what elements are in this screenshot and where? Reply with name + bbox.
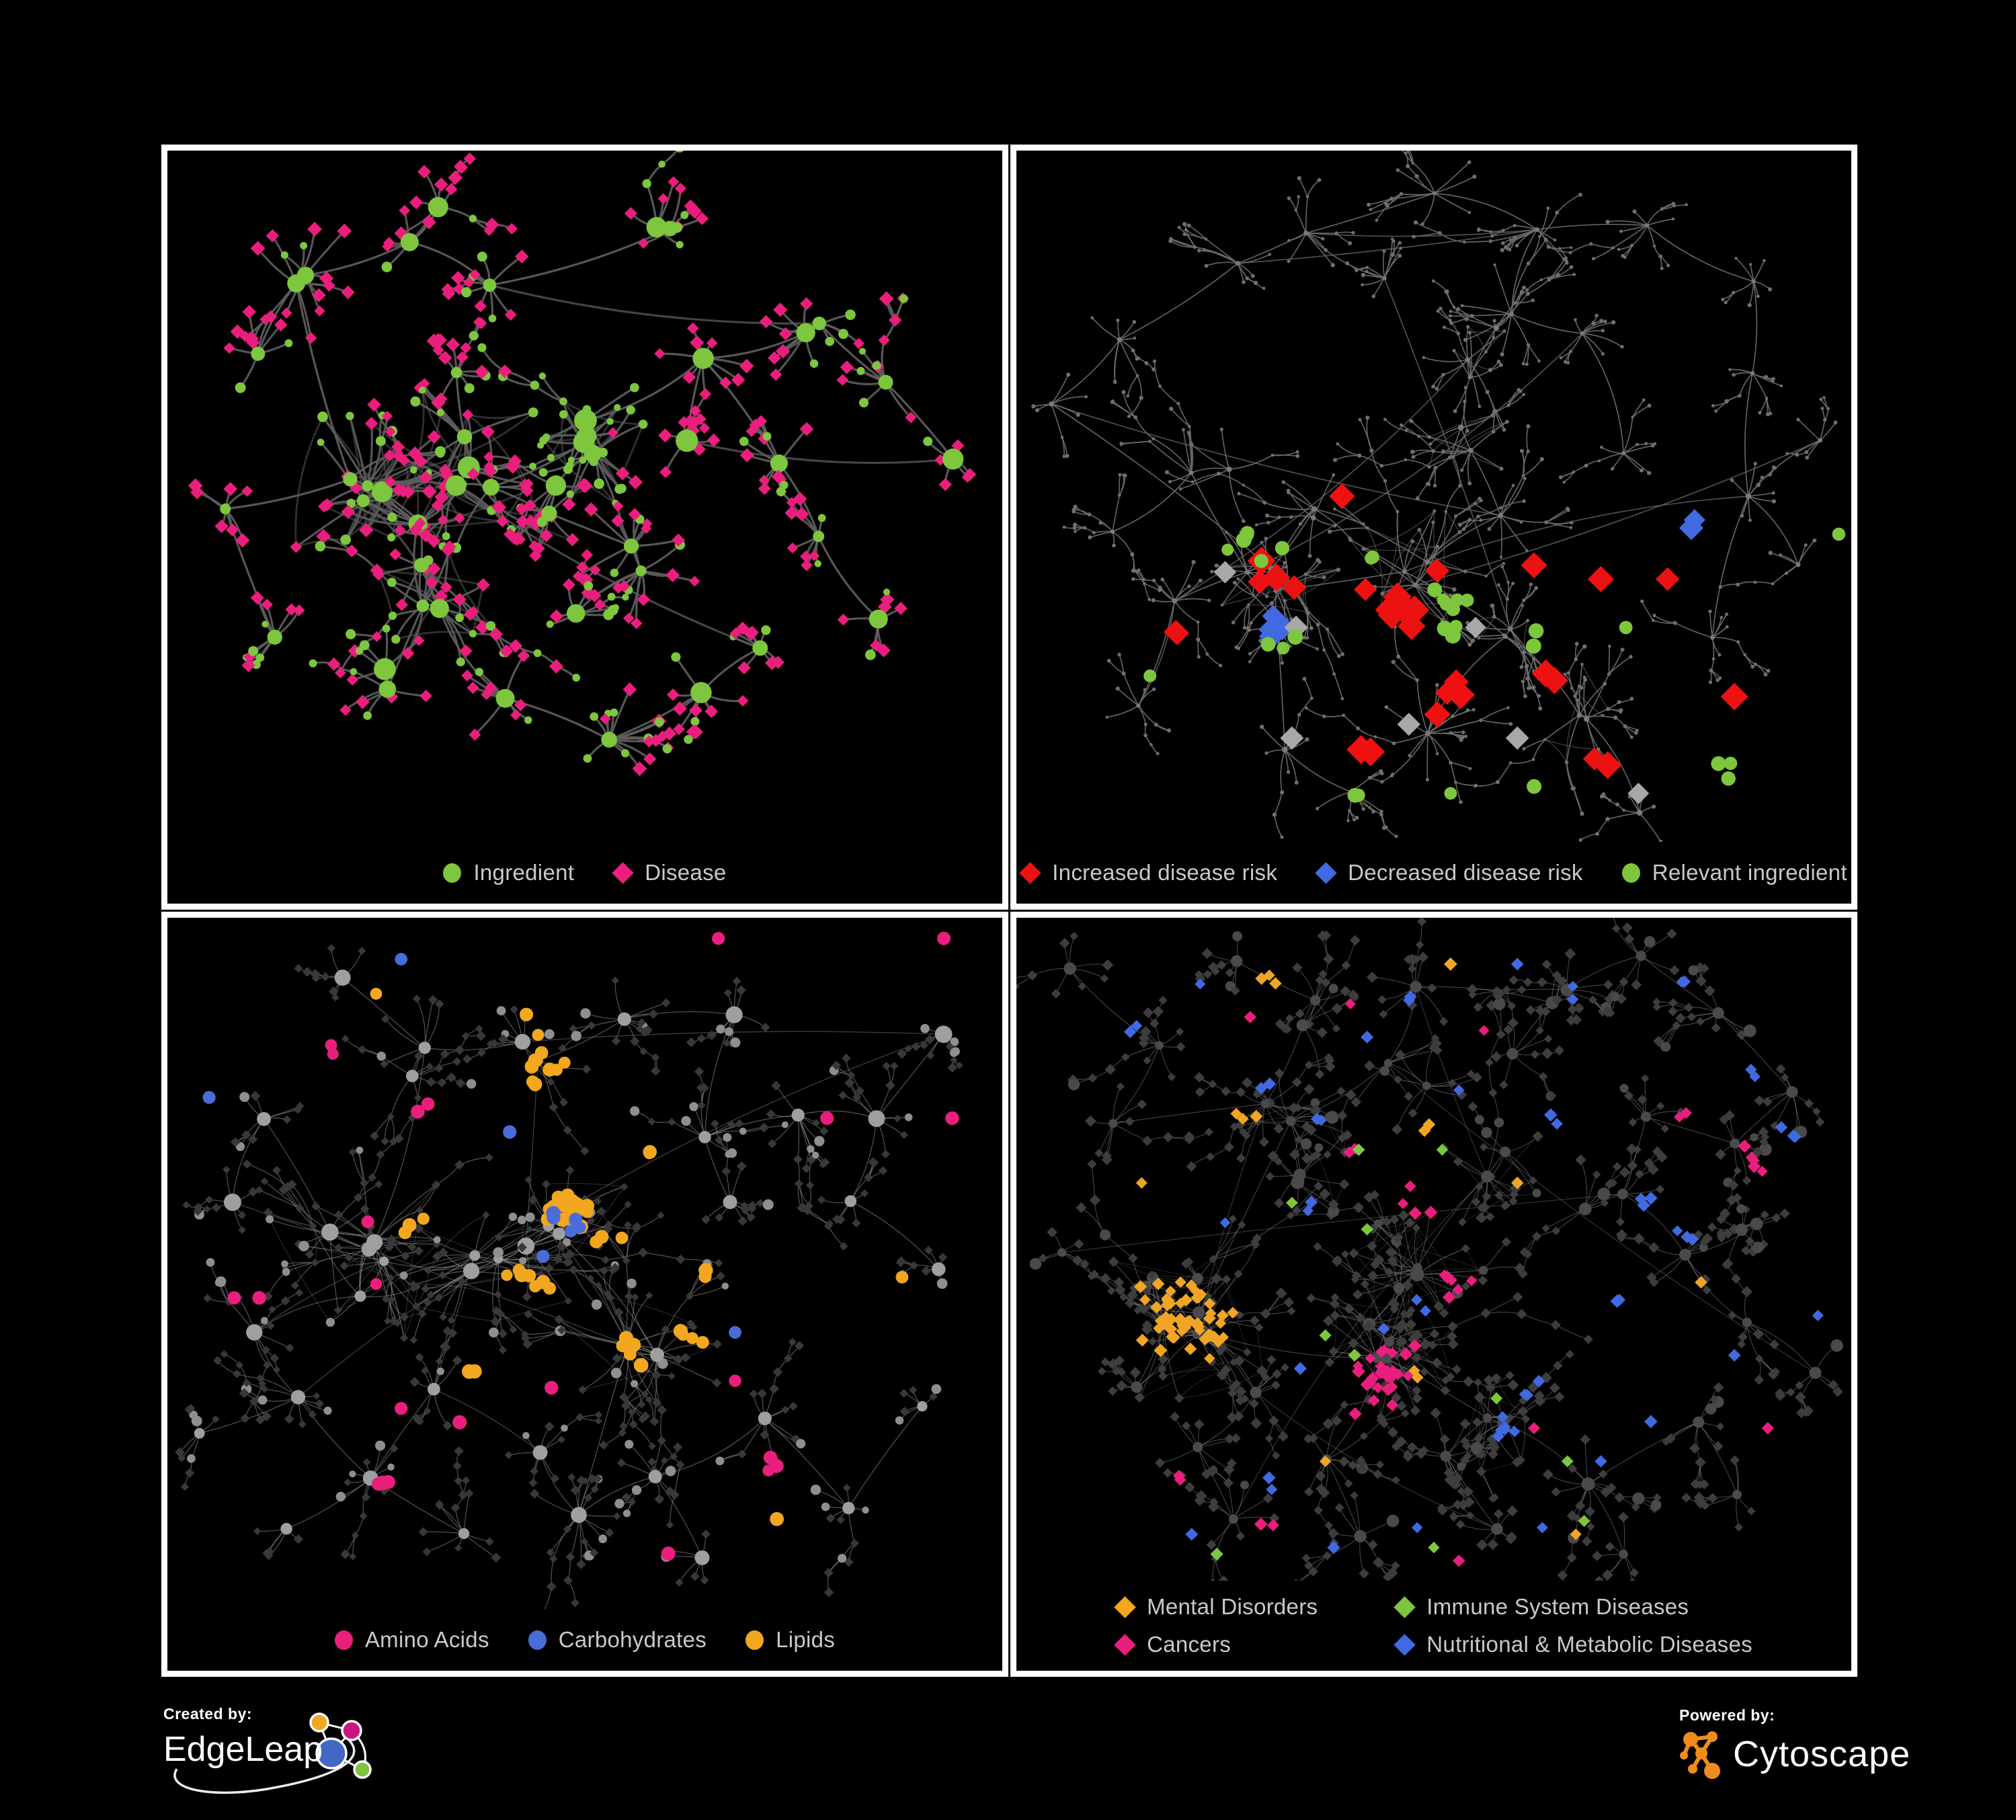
legend-item: Lipids [745,1627,835,1653]
legend-item: Carbohydrates [528,1627,707,1653]
legend-marker-diamond [612,861,634,884]
edgeleap-node-blue [315,1737,348,1770]
cytoscape-logo: Powered by: Cytoscape [1679,1706,1975,1801]
legend-item: Cancers [1114,1632,1318,1657]
legend-item: Decreased disease risk [1315,860,1583,885]
legend-marker-diamond [1394,1633,1416,1656]
legend-label: Cancers [1147,1632,1232,1657]
legend-item: Disease [612,860,727,885]
edgeleap-node-green [353,1760,372,1779]
legend-item: Ingredient [443,860,574,885]
network-ingredient-disease [188,151,977,777]
legend-marker-diamond [1114,1595,1136,1618]
edgeleap-node-orange [309,1712,329,1733]
legend-label: Disease [645,860,727,885]
legend-ingredient-disease: Ingredient Disease [167,842,1002,904]
legend-marker-diamond [1114,1633,1136,1656]
legend-label: Mental Disorders [1147,1594,1318,1619]
legend-marker-diamond [1394,1595,1416,1618]
panel-disease-risk: Increased disease risk Decreased disease … [1010,145,1857,910]
legend-label: Relevant ingredient [1652,860,1847,885]
edgeleap-node-magenta [341,1720,362,1741]
network-disease-risk [1031,151,1846,842]
panel-disease-categories: Mental Disorders Cancers Immune System Dis… [1010,912,1857,1677]
legend-item: Immune System Diseases [1394,1594,1752,1620]
panel-ingredient-disease: Ingredient Disease [161,145,1008,910]
edgeleap-wordmark: EdgeLeap [163,1730,323,1769]
legend-item: Nutritional & Metabolic Diseases [1394,1632,1752,1657]
legend-item: Increased disease risk [1019,860,1278,885]
legend-marker-circle [745,1630,764,1650]
powered-by-label: Powered by: [1679,1706,1775,1724]
panel-grid: Ingredient Disease Increased disease risk… [161,145,1857,1677]
edgeleap-logo: Created by: EdgeLeap [163,1705,399,1813]
cytoscape-glyph-nodes [1680,1731,1720,1779]
legend-item: Mental Disorders [1114,1594,1318,1620]
legend-label: Immune System Diseases [1426,1594,1689,1619]
edgeleap-swoosh [173,1737,356,1794]
network-macronutrients [175,931,963,1609]
edgeleap-network-art [173,1712,372,1794]
legend-disease-categories: Mental Disorders Cancers Immune System Dis… [1016,1581,1851,1671]
legend-label: Amino Acids [364,1627,489,1652]
created-by-label: Created by: [163,1705,253,1723]
legend-marker-diamond [1019,861,1041,884]
legend-macronutrients: Amino Acids Carbohydrates Lipids [167,1609,1002,1671]
legend-disease-risk: Increased disease risk Decreased disease … [1016,842,1851,904]
legend-label: Nutritional & Metabolic Diseases [1426,1632,1752,1657]
legend-label: Ingredient [473,860,575,885]
legend-marker-circle [443,863,462,883]
legend-marker-circle [334,1630,353,1650]
legend-label: Carbohydrates [558,1627,707,1652]
legend-item: Amino Acids [334,1627,489,1653]
network-disease-categories [1016,918,1843,1581]
legend-label: Increased disease risk [1052,860,1278,885]
cytoscape-glyph-icon [1680,1731,1720,1779]
legend-label: Lipids [776,1627,836,1652]
cytoscape-wordmark: Cytoscape [1733,1734,1911,1774]
legend-marker-diamond [1315,861,1337,884]
legend-marker-circle [1621,863,1640,883]
panel-macronutrients: Amino Acids Carbohydrates Lipids [161,912,1008,1677]
legend-label: Decreased disease risk [1348,860,1583,885]
legend-marker-circle [528,1630,547,1650]
legend-item: Relevant ingredient [1621,860,1847,885]
